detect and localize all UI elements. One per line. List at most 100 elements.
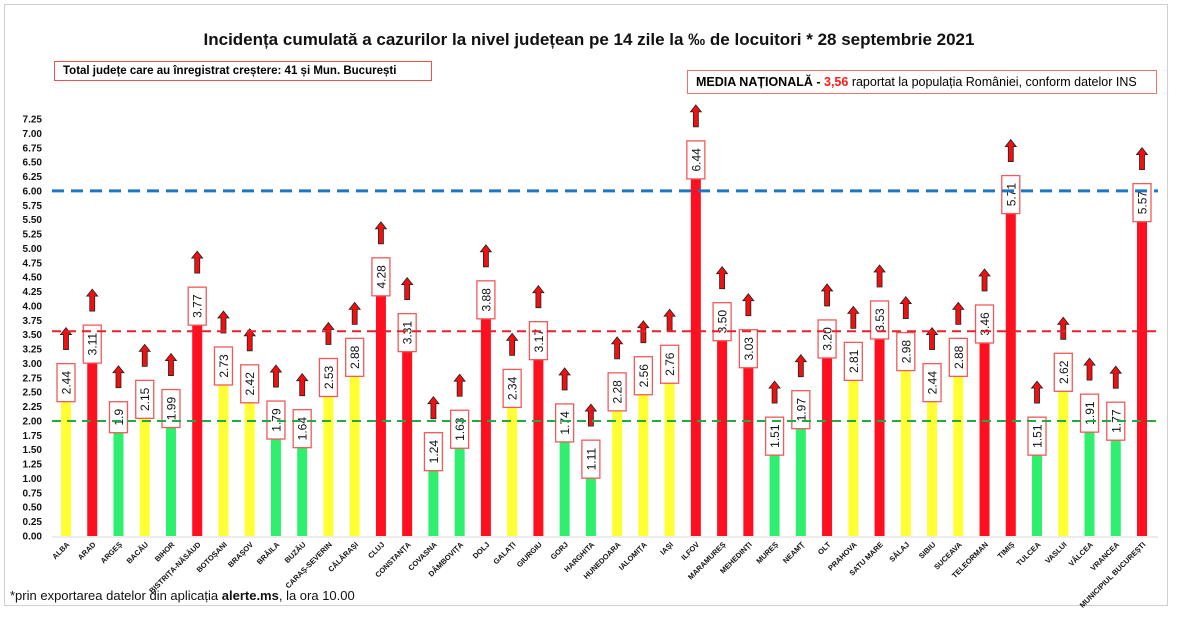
data-label-group: 5.57 bbox=[1132, 182, 1152, 223]
data-label-group: 2.62 bbox=[1053, 352, 1073, 392]
data-label-group: 3.20 bbox=[817, 319, 837, 359]
up-arrow-icon bbox=[873, 264, 886, 288]
x-tick-label: TULCEA bbox=[1015, 540, 1043, 568]
data-label-box bbox=[397, 312, 417, 353]
x-tick-label: BRĂILA bbox=[255, 540, 282, 567]
data-label-box bbox=[161, 388, 181, 429]
data-label-group: 1.9 bbox=[108, 401, 129, 434]
x-tick-label: IAȘI bbox=[658, 540, 675, 557]
x-tick-label: CLUJ bbox=[366, 540, 386, 560]
data-label: 1.64 bbox=[296, 417, 310, 441]
data-label-group: 3.77 bbox=[187, 286, 207, 326]
bar bbox=[559, 435, 570, 536]
x-tick-label: GALAȚI bbox=[491, 540, 517, 566]
data-label-box bbox=[843, 341, 863, 382]
bar bbox=[900, 364, 911, 536]
up-arrow-icon bbox=[243, 328, 257, 352]
data-label: 2.34 bbox=[506, 376, 520, 400]
data-label: 2.88 bbox=[348, 345, 362, 369]
data-label: 2.81 bbox=[847, 349, 861, 373]
data-label-group: 1.99 bbox=[161, 388, 181, 429]
data-label-group: 3.88 bbox=[476, 280, 496, 320]
data-label-box bbox=[922, 363, 942, 403]
y-tick-label: 4.75 bbox=[23, 258, 43, 269]
national-average-box: MEDIA NAȚIONALĂ - 3,56 raportat la popul… bbox=[687, 70, 1157, 94]
up-arrow-icon bbox=[532, 285, 545, 309]
bar bbox=[507, 401, 518, 536]
data-label-group: 1.79 bbox=[266, 400, 286, 440]
data-label: 3.17 bbox=[532, 329, 546, 353]
data-label-group: 2.76 bbox=[659, 344, 680, 384]
up-arrow-icon bbox=[820, 283, 834, 307]
y-tick-label: 5.00 bbox=[23, 244, 43, 255]
data-label-box bbox=[1132, 182, 1152, 223]
x-tick-label: DOLJ bbox=[471, 540, 492, 561]
bar bbox=[533, 353, 544, 536]
up-arrow-icon bbox=[112, 365, 125, 389]
data-label: 4.28 bbox=[374, 265, 388, 289]
up-arrow-icon bbox=[978, 268, 991, 292]
bar bbox=[375, 289, 386, 536]
x-tick-label: OLT bbox=[816, 540, 833, 557]
data-label-box bbox=[633, 356, 654, 396]
y-tick-label: 0.00 bbox=[23, 532, 43, 543]
bar bbox=[1005, 207, 1016, 537]
up-arrow-icon bbox=[1030, 380, 1044, 404]
y-tick-label: 7.00 bbox=[23, 129, 43, 140]
data-label: 1.91 bbox=[1083, 401, 1097, 425]
up-arrow-icon bbox=[164, 352, 178, 376]
y-tick-label: 6.25 bbox=[23, 172, 43, 183]
data-label-box bbox=[1001, 174, 1021, 215]
footnote-suffix: , la ora 10.00 bbox=[278, 588, 355, 603]
x-tick-label: VASLUI bbox=[1043, 540, 1068, 565]
data-label-box bbox=[738, 329, 758, 369]
data-label-box bbox=[423, 432, 444, 472]
data-label-group: 1.11 bbox=[581, 439, 601, 479]
bar bbox=[822, 351, 833, 536]
y-tick-label: 2.00 bbox=[23, 416, 43, 427]
up-arrow-icon bbox=[742, 293, 755, 317]
x-tick-label: GORJ bbox=[549, 540, 570, 561]
x-tick-label: BUZĂU bbox=[283, 540, 308, 565]
chart-title: Incidența cumulată a cazurilor la nivel … bbox=[203, 30, 975, 49]
footnote-prefix: *prin exportarea datelor din aplicația bbox=[10, 588, 222, 603]
up-arrow-icon bbox=[295, 373, 309, 397]
up-arrow-icon bbox=[427, 396, 440, 420]
data-label-group: 3.46 bbox=[974, 304, 995, 344]
y-tick-label: 5.75 bbox=[23, 201, 43, 212]
y-tick-label: 4.00 bbox=[23, 301, 43, 312]
up-arrow-icon bbox=[348, 301, 362, 325]
data-label-box bbox=[791, 390, 811, 430]
data-label-box bbox=[686, 140, 706, 180]
x-tick-label: NEAMȚ bbox=[781, 540, 807, 566]
data-label: 2.44 bbox=[60, 371, 74, 395]
data-label-group: 1.63 bbox=[450, 409, 470, 449]
data-label: 3.03 bbox=[742, 337, 756, 361]
data-label-box bbox=[896, 331, 916, 372]
bar bbox=[927, 395, 938, 536]
bar bbox=[454, 442, 465, 536]
bar bbox=[690, 165, 701, 536]
up-arrow-icon bbox=[846, 305, 860, 329]
data-label-box bbox=[764, 416, 785, 456]
y-tick-label: 0.75 bbox=[23, 488, 43, 499]
bar bbox=[113, 426, 124, 536]
x-tick-label: CARAȘ-SEVERIN bbox=[284, 540, 334, 590]
data-label-group: 3.53 bbox=[869, 300, 890, 340]
y-tick-label: 6.00 bbox=[23, 186, 43, 197]
x-tick-label: BIHOR bbox=[153, 540, 177, 564]
data-label: 5.71 bbox=[1004, 183, 1018, 207]
national-average-value: 3,56 bbox=[824, 75, 849, 89]
data-label: 1.77 bbox=[1109, 409, 1123, 433]
data-label: 3.11 bbox=[86, 333, 100, 356]
y-tick-label: 0.25 bbox=[23, 517, 43, 528]
data-label-box bbox=[869, 300, 890, 340]
data-label-group: 2.15 bbox=[135, 379, 155, 419]
data-label-box bbox=[1027, 416, 1047, 456]
data-label-box bbox=[56, 363, 76, 403]
y-tick-label: 6.75 bbox=[23, 143, 43, 154]
data-label-box bbox=[135, 379, 155, 419]
data-label-group: 1.91 bbox=[1079, 393, 1100, 433]
data-label-box bbox=[659, 344, 680, 384]
data-label-group: 2.88 bbox=[948, 337, 968, 378]
